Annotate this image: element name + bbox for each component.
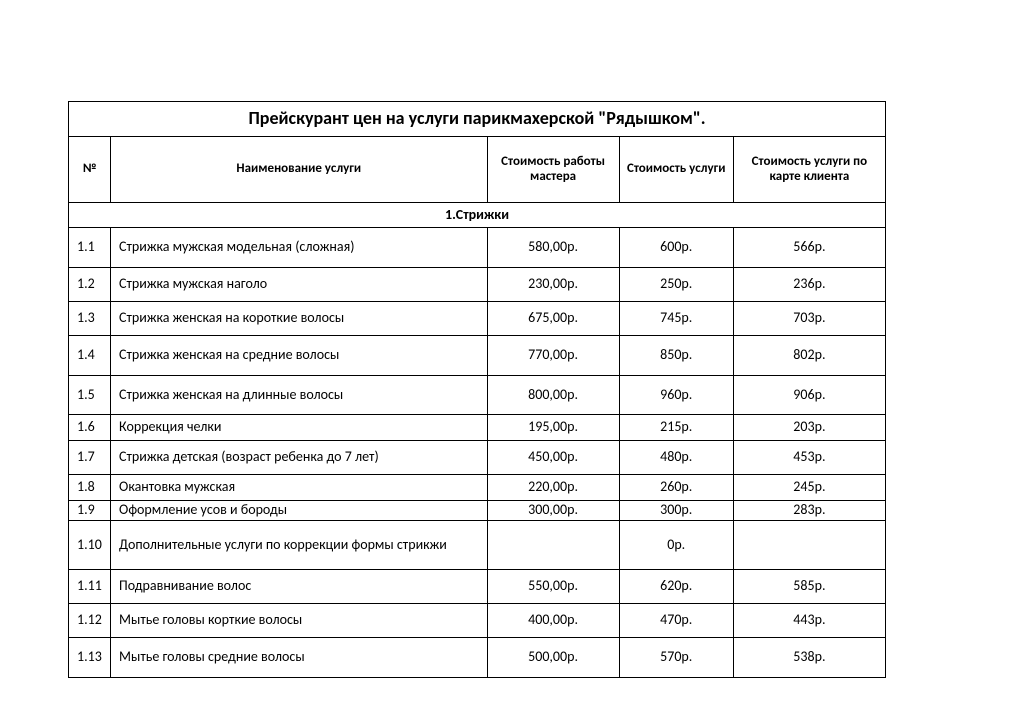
cell-v1: 220,00р. [487, 474, 619, 500]
table-row: 1.6Коррекция челки195,00р.215р.203р. [69, 415, 886, 441]
table-row: 1.9Оформление усов и бороды300,00р.300р.… [69, 500, 886, 520]
cell-v1: 770,00р. [487, 335, 619, 375]
cell-v1: 400,00р. [487, 604, 619, 638]
cell-v2: 480р. [619, 441, 733, 475]
cell-v2: 215р. [619, 415, 733, 441]
table-row: 1.7Стрижка детская (возраст ребенка до 7… [69, 441, 886, 475]
table-row: 1.12Мытье головы корткие волосы400,00р.4… [69, 604, 886, 638]
table-title: Прейскурант цен на услуги парикмахерской… [69, 102, 886, 137]
cell-name: Стрижка мужская модельная (сложная) [111, 228, 487, 268]
cell-num: 1.5 [69, 375, 111, 415]
table-row: 1.10Дополнительные услуги по коррекции ф… [69, 520, 886, 570]
table-row: 1.8Окантовка мужская220,00р.260р.245р. [69, 474, 886, 500]
col-header-name: Наименование услуги [111, 136, 487, 202]
table-row: 1.2Стрижка мужская наголо230,00р.250р.23… [69, 268, 886, 302]
cell-v3: 283р. [733, 500, 885, 520]
cell-name: Дополнительные услуги по коррекции формы… [111, 520, 487, 570]
cell-v3: 538р. [733, 637, 885, 677]
cell-v2: 600р. [619, 228, 733, 268]
cell-v3: 203р. [733, 415, 885, 441]
cell-v3: 585р. [733, 570, 885, 604]
cell-v2: 960р. [619, 375, 733, 415]
cell-num: 1.2 [69, 268, 111, 302]
cell-v1: 500,00р. [487, 637, 619, 677]
col-header-v1: Стоимость работы мастера [487, 136, 619, 202]
cell-v2: 620р. [619, 570, 733, 604]
cell-v2: 470р. [619, 604, 733, 638]
col-header-v3: Стоимость услуги по карте клиента [733, 136, 885, 202]
cell-name: Стрижка женская на средние волосы [111, 335, 487, 375]
cell-name: Стрижка детская (возраст ребенка до 7 ле… [111, 441, 487, 475]
table-row: 1.11Подравнивание волос550,00р.620р.585р… [69, 570, 886, 604]
section-row: 1.Стрижки [69, 202, 886, 228]
cell-num: 1.13 [69, 637, 111, 677]
table-row: 1.5Стрижка женская на длинные волосы800,… [69, 375, 886, 415]
cell-v3: 906р. [733, 375, 885, 415]
section-title: 1.Стрижки [69, 202, 886, 228]
table-row: 1.3Стрижка женская на короткие волосы675… [69, 301, 886, 335]
cell-v1: 675,00р. [487, 301, 619, 335]
cell-v1: 580,00р. [487, 228, 619, 268]
price-table: Прейскурант цен на услуги парикмахерской… [68, 101, 886, 678]
cell-num: 1.4 [69, 335, 111, 375]
cell-v2: 570р. [619, 637, 733, 677]
cell-v3: 236р. [733, 268, 885, 302]
cell-num: 1.7 [69, 441, 111, 475]
cell-num: 1.3 [69, 301, 111, 335]
price-table-container: Прейскурант цен на услуги парикмахерской… [68, 101, 886, 678]
cell-v1 [487, 520, 619, 570]
cell-num: 1.8 [69, 474, 111, 500]
table-row: 1.1Стрижка мужская модельная (сложная)58… [69, 228, 886, 268]
cell-v2: 250р. [619, 268, 733, 302]
cell-name: Стрижка мужская наголо [111, 268, 487, 302]
table-row: 1.13Мытье головы средние волосы500,00р.5… [69, 637, 886, 677]
cell-v2: 850р. [619, 335, 733, 375]
cell-v2: 745р. [619, 301, 733, 335]
cell-v2: 0р. [619, 520, 733, 570]
cell-name: Подравнивание волос [111, 570, 487, 604]
cell-v3: 802р. [733, 335, 885, 375]
cell-num: 1.9 [69, 500, 111, 520]
cell-v1: 550,00р. [487, 570, 619, 604]
title-row: Прейскурант цен на услуги парикмахерской… [69, 102, 886, 137]
cell-name: Мытье головы корткие волосы [111, 604, 487, 638]
cell-name: Стрижка женская на длинные волосы [111, 375, 487, 415]
header-row: № Наименование услуги Стоимость работы м… [69, 136, 886, 202]
cell-v1: 195,00р. [487, 415, 619, 441]
cell-v1: 230,00р. [487, 268, 619, 302]
cell-v1: 450,00р. [487, 441, 619, 475]
cell-v3: 245р. [733, 474, 885, 500]
cell-num: 1.10 [69, 520, 111, 570]
cell-v3: 566р. [733, 228, 885, 268]
cell-num: 1.1 [69, 228, 111, 268]
cell-num: 1.11 [69, 570, 111, 604]
cell-name: Мытье головы средние волосы [111, 637, 487, 677]
cell-name: Стрижка женская на короткие волосы [111, 301, 487, 335]
table-row: 1.4Стрижка женская на средние волосы770,… [69, 335, 886, 375]
cell-name: Окантовка мужская [111, 474, 487, 500]
cell-v1: 300,00р. [487, 500, 619, 520]
cell-v3: 703р. [733, 301, 885, 335]
cell-v3: 453р. [733, 441, 885, 475]
cell-v1: 800,00р. [487, 375, 619, 415]
cell-num: 1.6 [69, 415, 111, 441]
cell-num: 1.12 [69, 604, 111, 638]
cell-name: Коррекция челки [111, 415, 487, 441]
cell-v2: 260р. [619, 474, 733, 500]
cell-v2: 300р. [619, 500, 733, 520]
col-header-num: № [69, 136, 111, 202]
cell-v3 [733, 520, 885, 570]
cell-v3: 443р. [733, 604, 885, 638]
cell-name: Оформление усов и бороды [111, 500, 487, 520]
col-header-v2: Стоимость услуги [619, 136, 733, 202]
